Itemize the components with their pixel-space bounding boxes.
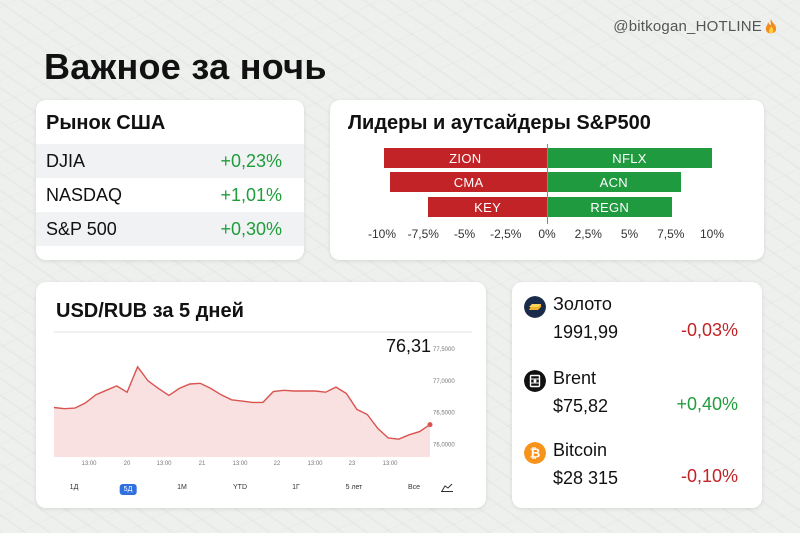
usd-rub-card: USD/RUB за 5 дней 77,5000 77,0000 76,5000 7… — [36, 282, 486, 508]
commodity-change: +0,40% — [676, 394, 738, 414]
channel-handle: @bitkogan_HOTLINE — [613, 18, 778, 35]
commodity-price: $28 315 — [553, 468, 619, 488]
bitcoin-icon: ₿ — [524, 442, 546, 464]
bar-key: KEY — [428, 197, 547, 217]
index-row-nasdaq: NASDAQ +1,01% — [36, 178, 304, 212]
bar-acn: ACN — [547, 172, 681, 192]
commodity-change: -0,03% — [680, 320, 738, 340]
x-tick-label: -2,5% — [490, 227, 522, 241]
bar-cma: CMA — [390, 172, 547, 192]
commodity-bitcoin: ₿ Bitcoin $28 315 -0,10% — [512, 430, 762, 500]
period-3[interactable]: YTD — [233, 484, 247, 491]
usd-rub-title: USD/RUB за 5 дней — [56, 300, 244, 322]
x-tick-label: 13:00 — [307, 461, 323, 467]
commodity-name: Золото — [553, 294, 612, 314]
period-1[interactable]: 5Д — [119, 484, 137, 495]
x-tick-label: -7,5% — [407, 227, 439, 241]
commodity-brent: Brent $75,82 +0,40% — [512, 358, 762, 428]
oil-barrel-icon — [524, 370, 546, 392]
index-name: NASDAQ — [46, 184, 123, 205]
x-tick-label: 23 — [349, 461, 356, 467]
index-row-sp500: S&P 500 +0,30% — [36, 212, 304, 246]
gold-bar-icon — [524, 296, 546, 318]
y-tick-label: 76,0000 — [433, 442, 455, 448]
y-tick-label: 76,5000 — [433, 411, 455, 417]
index-name: S&P 500 — [46, 218, 117, 239]
commodity-price: 1991,99 — [553, 322, 619, 342]
x-tick-label: 13:00 — [81, 461, 97, 467]
bar-zion: ZION — [383, 148, 547, 168]
commodity-name: Brent — [553, 368, 597, 388]
usd-rub-last-value: 76,31 — [386, 336, 432, 356]
x-tick-label: 0% — [538, 227, 556, 241]
period-4[interactable]: 1Г — [292, 484, 300, 491]
commodity-change: -0,10% — [680, 466, 738, 486]
index-name: DJIA — [46, 150, 86, 171]
x-tick-label: 13:00 — [156, 461, 172, 467]
index-change: +0,23% — [220, 150, 282, 171]
x-tick-label: 5% — [620, 227, 639, 241]
commodity-name: Bitcoin — [553, 440, 608, 460]
period-5[interactable]: 5 лет — [345, 484, 363, 491]
commodity-price: $75,82 — [553, 396, 609, 416]
leaders-card: Лидеры и аутсайдеры S&P500 ZION CMA KEY NFL… — [330, 100, 764, 260]
bar-regn: REGN — [547, 197, 673, 217]
y-tick-label: 77,5000 — [433, 347, 455, 353]
zero-axis-line — [547, 144, 548, 224]
x-tick-label: 7,5% — [657, 227, 685, 241]
chart-type-icon[interactable] — [441, 483, 453, 492]
x-tick-label: 10% — [699, 227, 725, 241]
x-tick-label: 20 — [124, 461, 131, 467]
period-0[interactable]: 1Д — [69, 484, 79, 491]
commodity-gold: Золото 1991,99 -0,03% — [512, 284, 762, 354]
x-tick-label: 22 — [274, 461, 281, 467]
us-market-title: Рынок США — [46, 112, 166, 134]
period-2[interactable]: 1М — [177, 484, 187, 491]
x-tick-label: 13:00 — [232, 461, 248, 467]
x-tick-label: -10% — [367, 227, 397, 241]
index-change: +1,01% — [220, 184, 282, 205]
leaders-title: Лидеры и аутсайдеры S&P500 — [348, 112, 651, 134]
bar-nflx: NFLX — [547, 148, 712, 168]
area-fill — [54, 366, 430, 457]
last-point-marker — [427, 422, 433, 428]
x-tick-label: 13:00 — [382, 461, 398, 467]
page-title: Важное за ночь — [44, 46, 327, 87]
series-line — [53, 365, 431, 440]
usd-rub-chart: 77,5000 77,0000 76,5000 76,0000 13:00 20 13:00… — [53, 331, 472, 467]
y-tick-label: 77,0000 — [433, 379, 455, 385]
x-tick-label: 21 — [199, 461, 206, 467]
x-tick-label: 2,5% — [574, 227, 602, 241]
index-row-djia: DJIA +0,23% — [36, 144, 304, 178]
index-change: +0,30% — [220, 218, 282, 239]
handle-text: @bitkogan_HOTLINE — [613, 18, 762, 35]
commodities-card: Золото 1991,99 -0,03% Brent $75,82 +0,40… — [512, 282, 762, 508]
fire-icon — [765, 18, 777, 33]
period-6[interactable]: Все — [407, 484, 421, 491]
us-market-card: Рынок США DJIA +0,23% NASDAQ +1,01% S&P … — [36, 100, 304, 260]
svg-text:₿: ₿ — [530, 446, 541, 461]
x-tick-label: -5% — [453, 227, 476, 241]
